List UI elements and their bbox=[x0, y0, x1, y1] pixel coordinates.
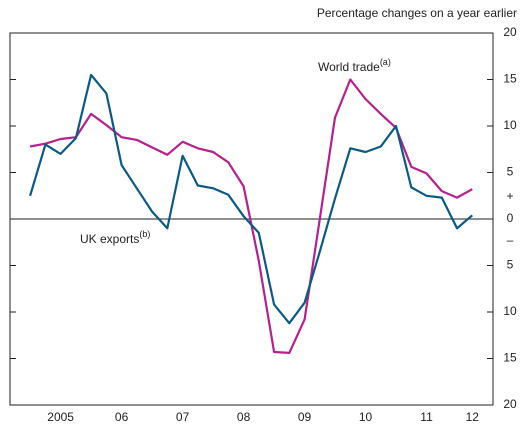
series-name: World trade bbox=[318, 60, 380, 74]
x-tick-label: 10 bbox=[359, 410, 373, 424]
x-tick-label: 08 bbox=[237, 410, 251, 424]
x-tick-label: 07 bbox=[176, 410, 190, 424]
y-tick-label: 10 bbox=[503, 304, 517, 318]
series-note: (a) bbox=[380, 57, 391, 67]
plus-sign: + bbox=[506, 189, 513, 203]
x-tick-label: 09 bbox=[298, 410, 312, 424]
series-line bbox=[29, 78, 473, 354]
x-tick-label: 11 bbox=[420, 410, 433, 424]
y-tick-label: 5 bbox=[507, 165, 514, 179]
minus-sign: – bbox=[507, 233, 514, 247]
series-note: (b) bbox=[139, 229, 150, 239]
x-tick-label: 06 bbox=[115, 410, 129, 424]
x-tick-label: 12 bbox=[466, 410, 480, 424]
y-tick-label: 20 bbox=[503, 397, 517, 411]
y-tick-label: 20 bbox=[503, 25, 517, 39]
series-label: World trade(a) bbox=[318, 57, 391, 74]
y-tick-label: 15 bbox=[503, 351, 517, 365]
y-tick-label: 15 bbox=[503, 72, 517, 86]
y-tick-label: 0 bbox=[507, 211, 514, 225]
series-label: UK exports(b) bbox=[80, 229, 150, 246]
subtitle: Percentage changes on a year earlier bbox=[317, 6, 517, 20]
series-name: UK exports bbox=[80, 232, 139, 246]
y-tick-label: 5 bbox=[507, 258, 514, 272]
series-line bbox=[29, 73, 474, 325]
y-tick-label: 10 bbox=[503, 118, 517, 132]
x-tick-label: 2005 bbox=[47, 410, 74, 424]
